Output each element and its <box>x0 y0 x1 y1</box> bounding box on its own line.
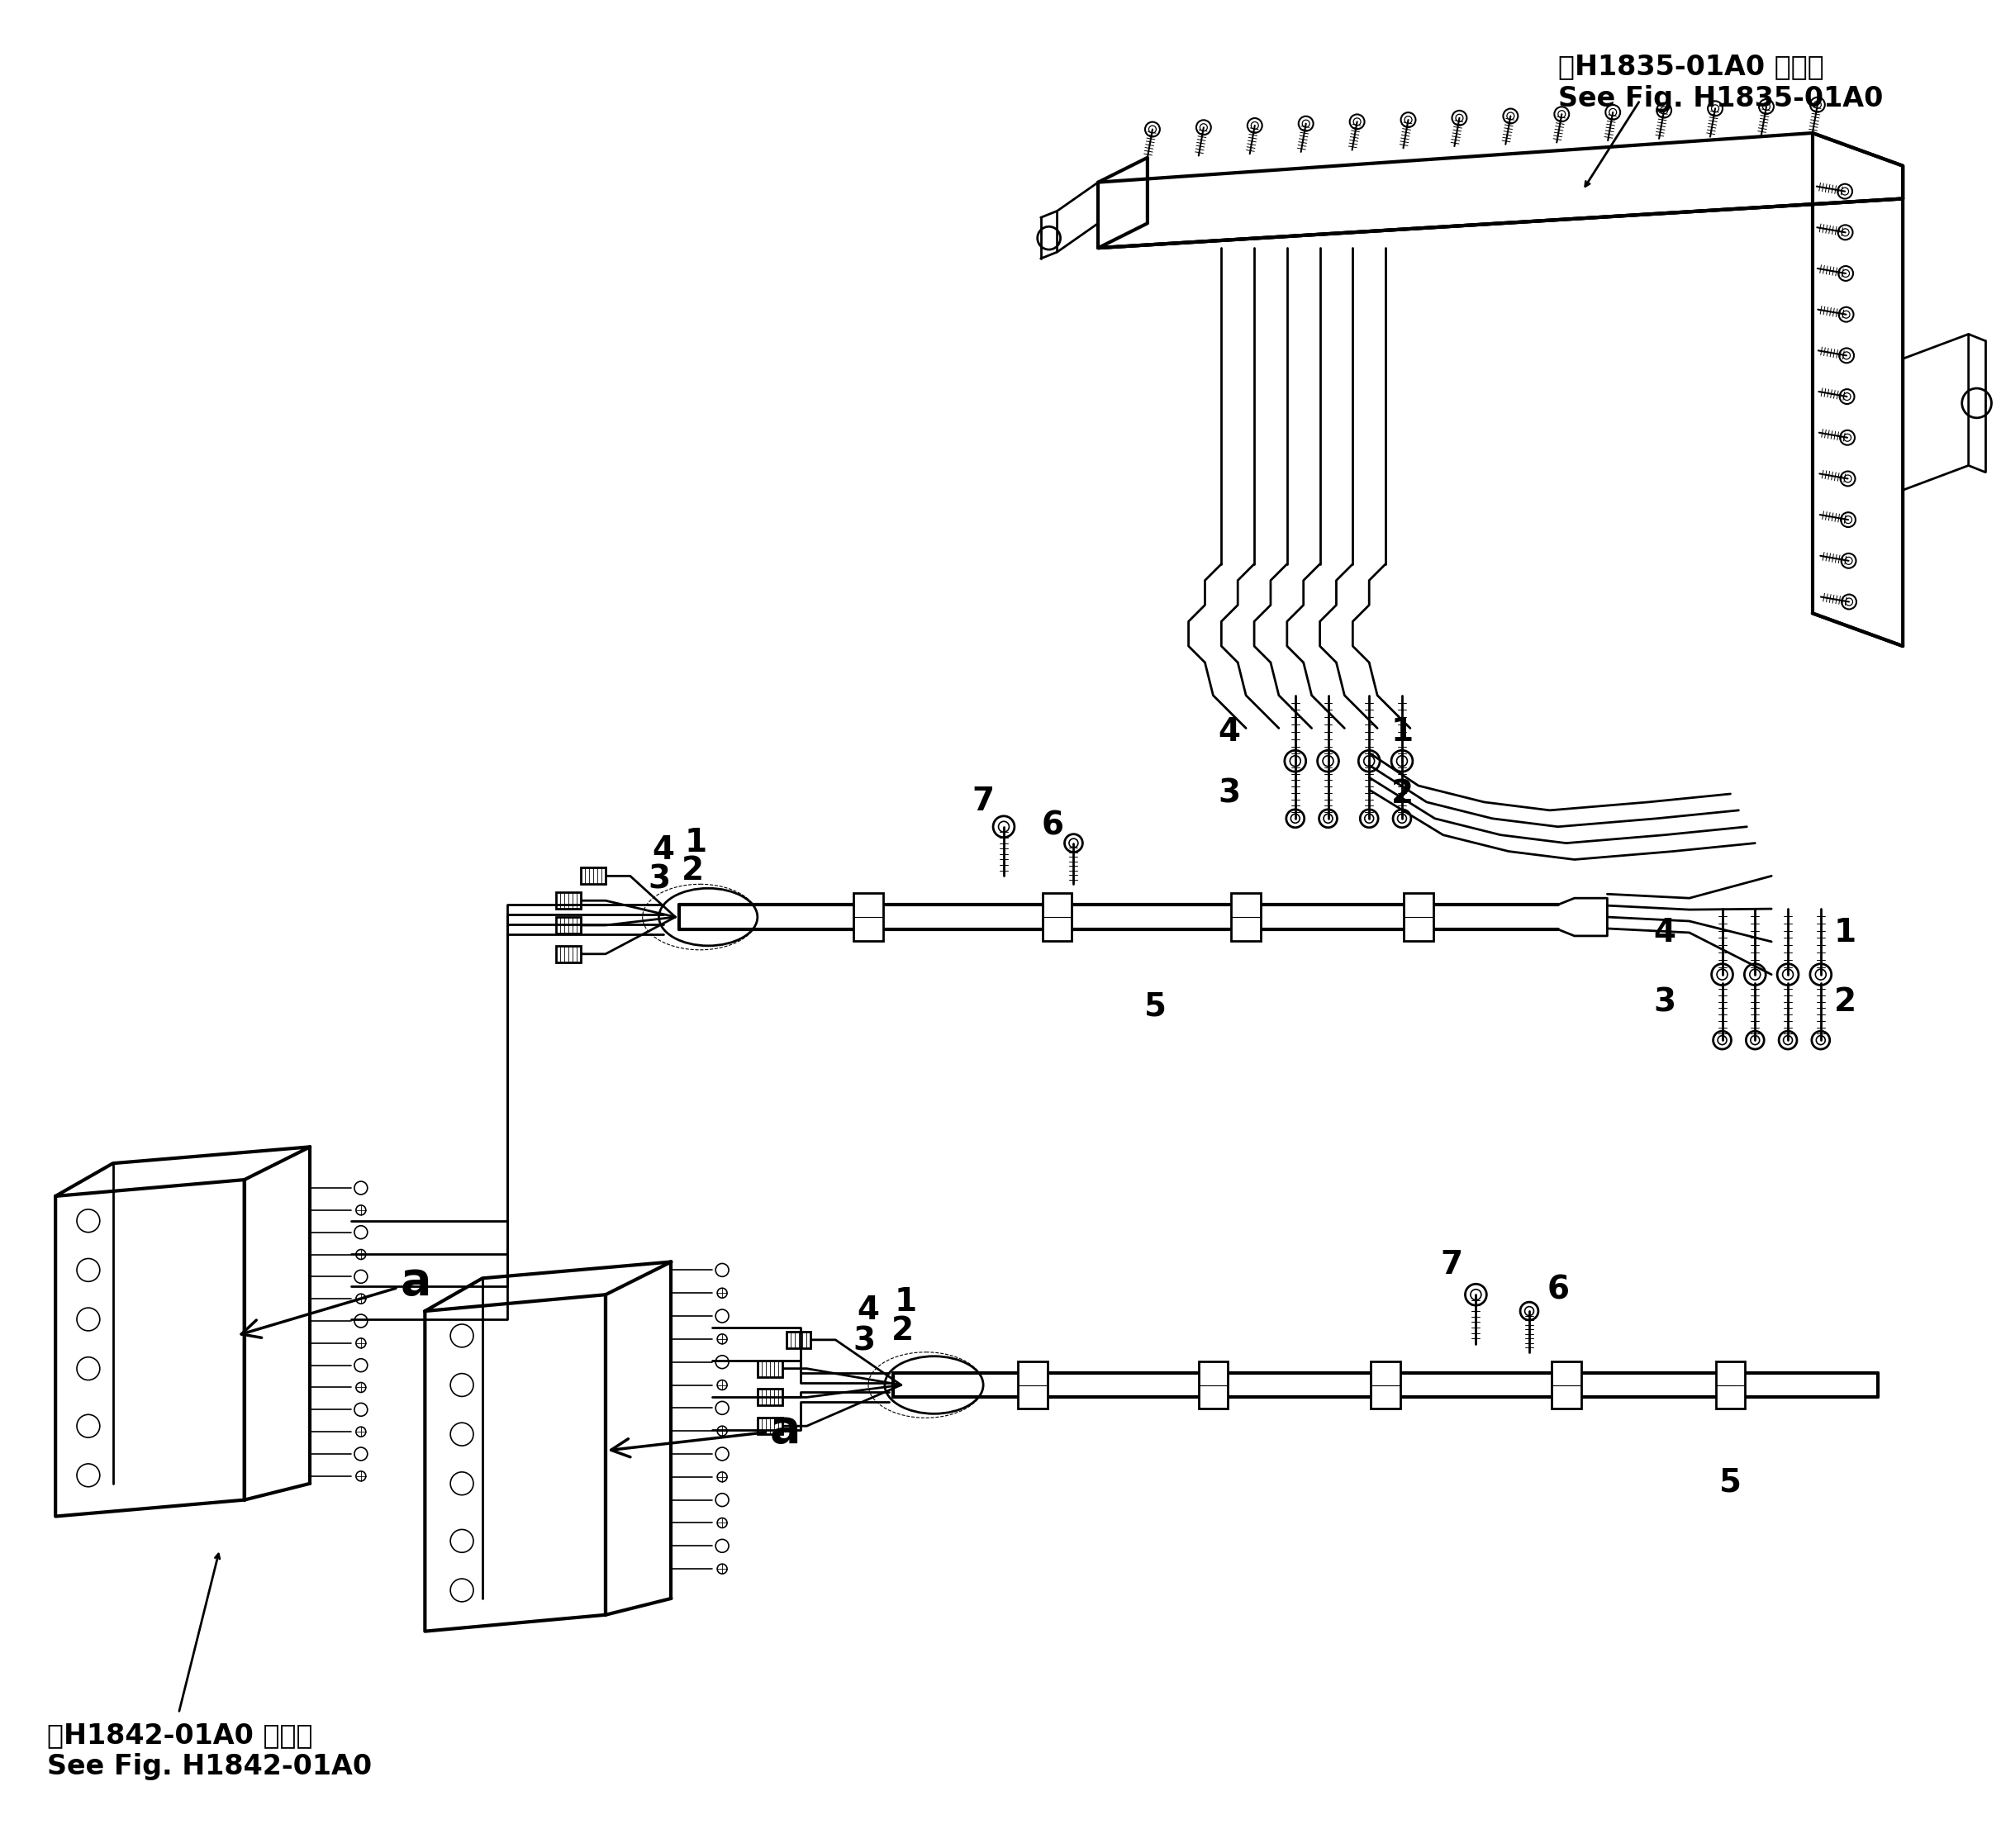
Bar <box>1551 1362 1581 1408</box>
Text: 6: 6 <box>1043 809 1065 841</box>
Bar <box>1403 893 1433 941</box>
Text: 5: 5 <box>1719 1467 1741 1499</box>
Bar <box>556 893 580 909</box>
Text: 6: 6 <box>1547 1273 1569 1305</box>
Text: 2: 2 <box>1835 987 1857 1018</box>
Bar <box>758 1360 782 1377</box>
Bar <box>1199 1362 1229 1408</box>
Bar <box>580 869 606 883</box>
Bar <box>758 1390 782 1406</box>
Bar <box>854 893 882 941</box>
Text: 2: 2 <box>682 856 704 887</box>
Text: a: a <box>610 1408 800 1456</box>
Bar <box>1371 1362 1401 1408</box>
Text: 1: 1 <box>894 1286 916 1318</box>
Text: 第H1835-01A0 図参照
See Fig. H1835-01A0: 第H1835-01A0 図参照 See Fig. H1835-01A0 <box>1559 54 1883 113</box>
Text: 5: 5 <box>1145 991 1167 1022</box>
Text: 1: 1 <box>684 826 706 857</box>
Bar <box>1043 893 1073 941</box>
Text: 4: 4 <box>652 835 674 867</box>
Text: 7: 7 <box>972 785 994 817</box>
Text: 3: 3 <box>1653 987 1677 1018</box>
Text: 第H1842-01A0 図参照
See Fig. H1842-01A0: 第H1842-01A0 図参照 See Fig. H1842-01A0 <box>48 1722 372 1780</box>
Text: 2: 2 <box>1391 778 1413 809</box>
Text: 3: 3 <box>1219 778 1241 809</box>
Text: 4: 4 <box>1219 717 1241 748</box>
Text: 3: 3 <box>852 1325 874 1356</box>
Bar <box>1715 1362 1745 1408</box>
Bar <box>556 917 580 933</box>
Text: 4: 4 <box>1653 917 1677 948</box>
Bar <box>786 1332 810 1347</box>
Text: 2: 2 <box>892 1316 914 1347</box>
Text: 4: 4 <box>856 1294 880 1325</box>
Text: 1: 1 <box>1391 717 1413 748</box>
Text: 3: 3 <box>648 863 670 894</box>
Bar <box>758 1417 782 1434</box>
Text: 1: 1 <box>1835 917 1857 948</box>
Text: 7: 7 <box>1441 1249 1463 1281</box>
Bar <box>1231 893 1261 941</box>
Bar <box>556 946 580 963</box>
Text: a: a <box>242 1260 432 1338</box>
Bar <box>1019 1362 1047 1408</box>
